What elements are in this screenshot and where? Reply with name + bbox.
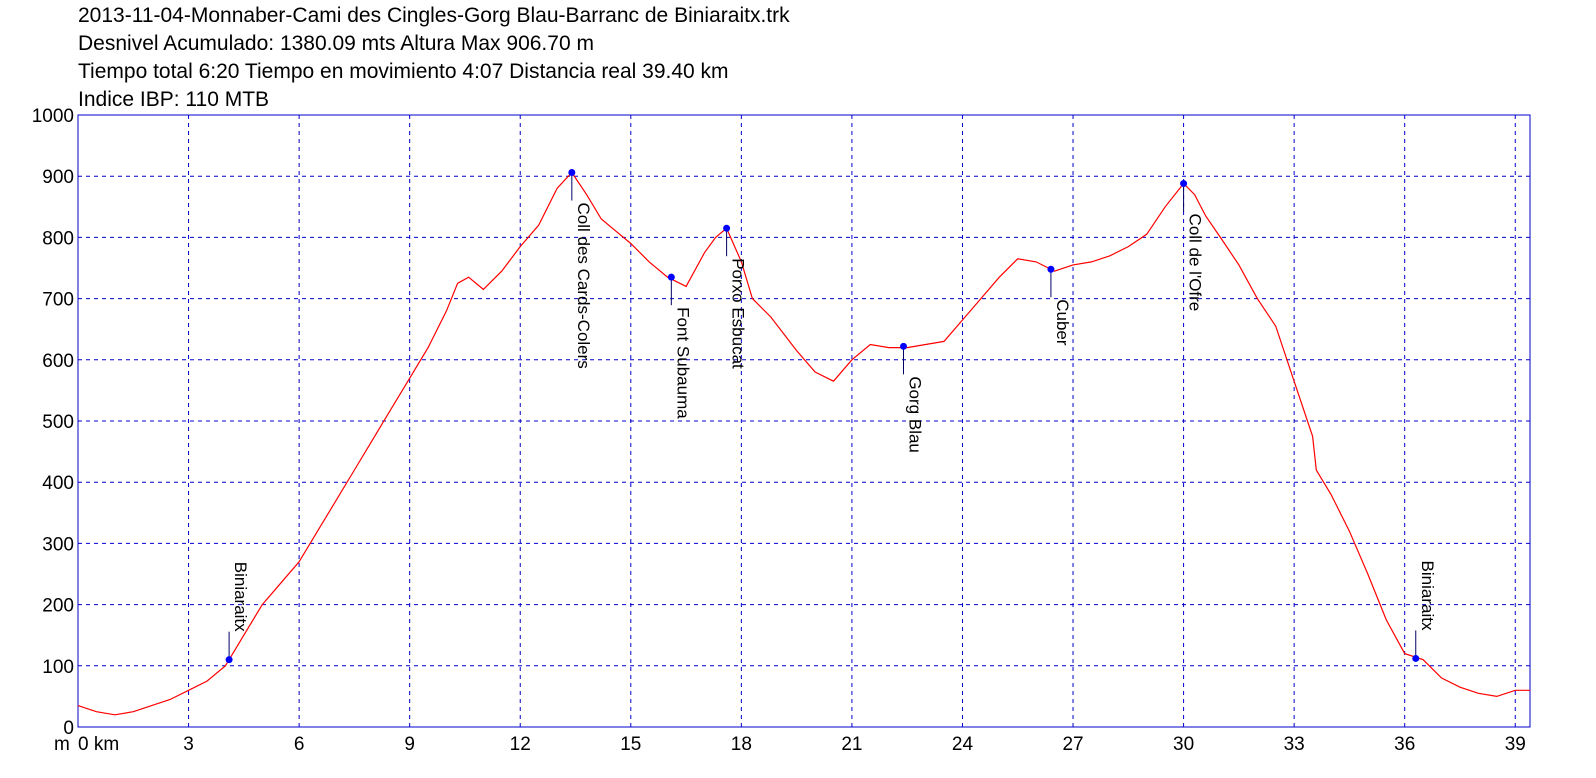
y-tick-label: 100 (42, 657, 74, 678)
waypoint: Biniaraitx (1412, 561, 1437, 662)
y-tick-label: 500 (42, 412, 74, 433)
waypoint-markers: Biniaraitx Coll des Cards-Colers Font Suba… (225, 169, 1437, 664)
y-tick-label: 800 (42, 228, 74, 249)
x-tick-label: 27 (1062, 734, 1083, 755)
waypoint-dot (1047, 265, 1055, 273)
waypoint-label: Porxo Esbucat (729, 258, 748, 369)
waypoint-dot (723, 224, 731, 232)
waypoint: Porxo Esbucat (723, 224, 748, 369)
waypoint-dot (1412, 654, 1420, 662)
waypoint-label: Biniaraitx (1418, 561, 1437, 631)
waypoint: Cuber (1047, 265, 1072, 346)
time-distance-summary: Tiempo total 6:20 Tiempo en movimiento 4… (78, 60, 729, 83)
x-tick-label: 15 (620, 734, 641, 755)
y-tick-label: 1000 (32, 106, 74, 127)
waypoint-dot (568, 169, 576, 177)
x-tick-label: 12 (510, 734, 531, 755)
chart-header: 2013-11-04-Monnaber-Cami des Cingles-Gor… (78, 2, 790, 114)
waypoint: Font Subauma (667, 273, 692, 419)
x-tick-label: 9 (404, 734, 415, 755)
x-tick-label: 6 (294, 734, 305, 755)
x-tick-label: 24 (952, 734, 974, 755)
waypoint-dot (900, 342, 908, 350)
waypoint-label: Coll de l'Ofre (1186, 214, 1205, 312)
x-tick-label: 33 (1284, 734, 1305, 755)
y-tick-label: 400 (42, 473, 74, 494)
x-tick-label: 21 (841, 734, 862, 755)
y-tick-label: 700 (42, 290, 74, 311)
y-tick-label: 600 (42, 351, 74, 372)
y-tick-label: 300 (42, 534, 74, 555)
x-tick-label: 3 (183, 734, 194, 755)
x-tick-label: 36 (1394, 734, 1415, 755)
elevation-summary: Desnivel Acumulado: 1380.09 mts Altura M… (78, 32, 594, 55)
x-tick-label: 30 (1173, 734, 1194, 755)
waypoint: Gorg Blau (900, 342, 925, 453)
waypoint-dot (667, 273, 675, 281)
plot-frame (77, 114, 1531, 728)
waypoint-label: Coll des Cards-Colers (574, 203, 593, 369)
waypoint-label: Gorg Blau (906, 376, 925, 453)
x-tick-label: 0 km (78, 734, 119, 755)
waypoint-label: Font Subauma (673, 307, 692, 419)
waypoint: Coll de l'Ofre (1180, 180, 1205, 311)
track-title: 2013-11-04-Monnaber-Cami des Cingles-Gor… (78, 4, 790, 27)
y-unit-label: m (54, 734, 70, 755)
y-tick-label: 900 (42, 167, 74, 188)
waypoint-dot (225, 656, 233, 664)
waypoint-dot (1180, 180, 1188, 188)
grid-lines (78, 115, 1530, 727)
x-tick-label: 18 (731, 734, 752, 755)
elevation-line (77, 171, 1530, 716)
y-tick-label: 200 (42, 596, 74, 617)
waypoint-label: Biniaraitx (231, 562, 250, 632)
waypoint: Coll des Cards-Colers (568, 169, 593, 369)
waypoint: Biniaraitx (225, 562, 250, 664)
waypoint-label: Cuber (1053, 299, 1072, 346)
ibp-index: Indice IBP: 110 MTB (78, 88, 270, 111)
y-tick-label: 0 (63, 718, 74, 739)
x-tick-label: 39 (1505, 734, 1526, 755)
